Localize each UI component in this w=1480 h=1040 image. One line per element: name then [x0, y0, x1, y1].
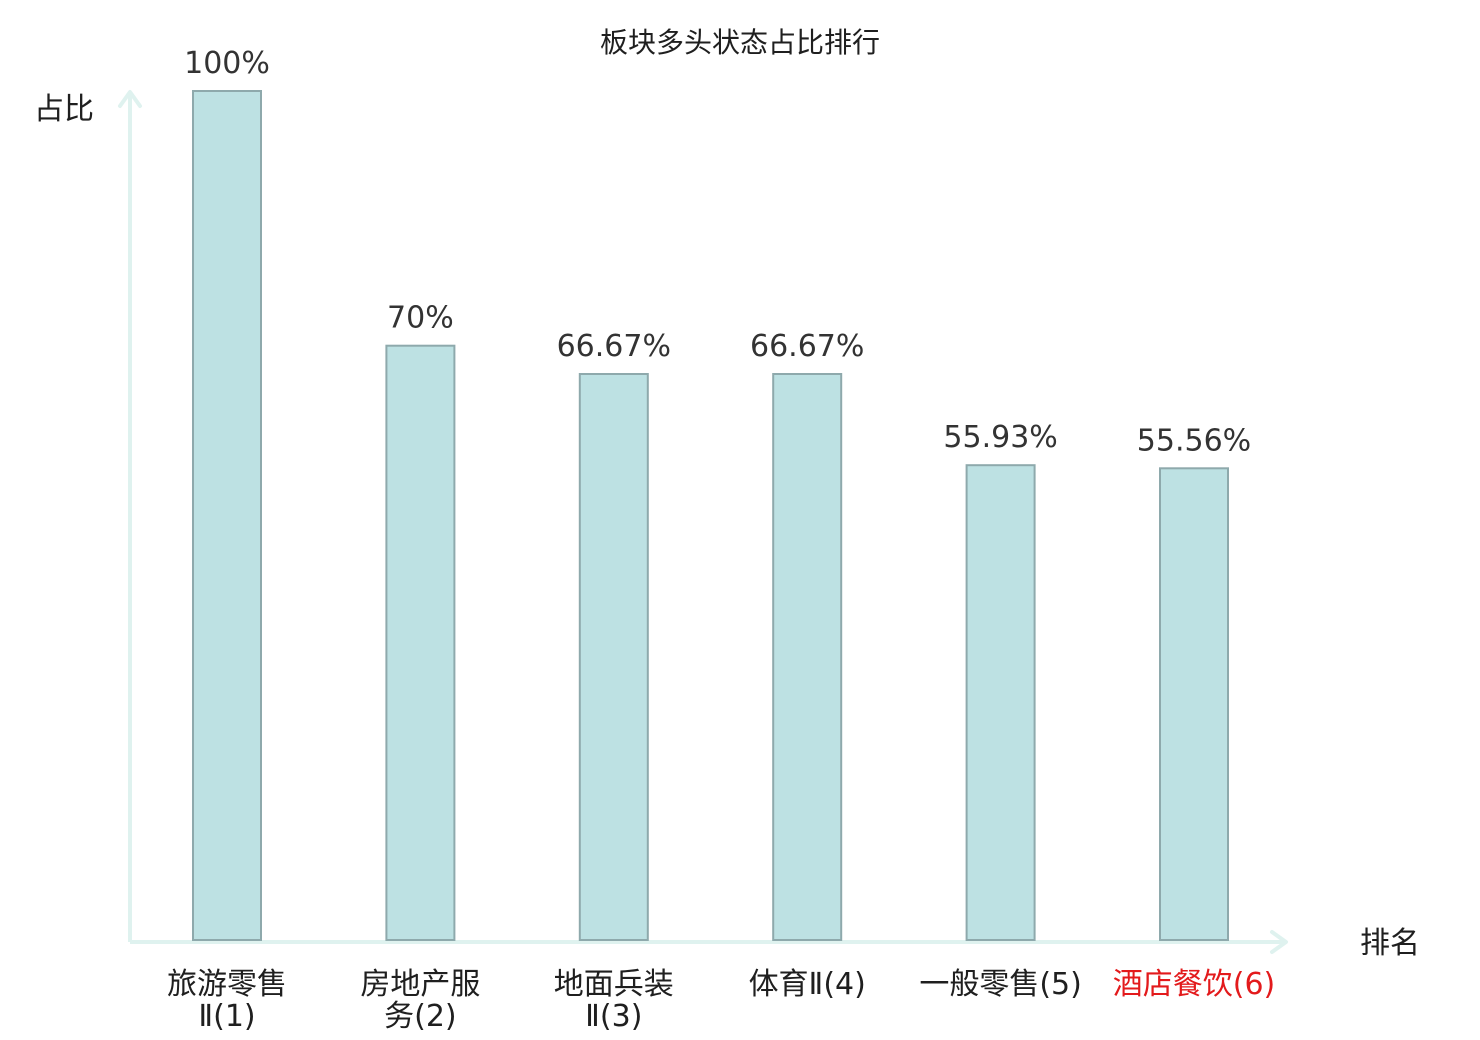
x-axis-arrow-icon [1270, 930, 1288, 954]
bar-6 [1159, 467, 1229, 941]
y-axis [118, 90, 142, 942]
x-tick-label-3: 地面兵装 Ⅱ(3) [554, 967, 674, 1034]
bar-value-label-6: 55.56% [1137, 423, 1251, 458]
x-tick-label-4: 体育Ⅱ(4) [749, 967, 866, 1002]
y-axis-label: 占比 [34, 92, 94, 127]
bar-value-label-1: 100% [184, 46, 270, 81]
value-labels: 100% 70% 66.67% 66.67% 55.93% 55.56% [184, 46, 1251, 458]
y-axis-arrow-icon [118, 90, 142, 108]
chart-title: 板块多头状态占比排行 [600, 26, 880, 59]
x-axis [130, 930, 1288, 954]
bars [192, 90, 1229, 941]
bar-2 [385, 344, 456, 941]
bar-4 [772, 373, 843, 941]
bar-value-label-4: 66.67% [750, 329, 864, 364]
bar-value-label-5: 55.93% [943, 420, 1057, 455]
bar-1 [192, 90, 262, 941]
bar-value-label-3: 66.67% [557, 329, 671, 364]
bar-3 [578, 373, 649, 941]
tick-labels: 旅游零售 Ⅱ(1) 房地产服务(2) 地面兵装 Ⅱ(3) 体育Ⅱ(4) 一般零售(5) 酒店餐… [167, 967, 1275, 1034]
x-tick-label-6: 酒店餐饮(6) [1113, 967, 1276, 1002]
x-tick-label-5: 一般零售(5) [919, 967, 1082, 1002]
bar-value-label-2: 70% [387, 301, 454, 336]
x-axis-label: 排名 [1360, 926, 1420, 961]
x-tick-label-1: 旅游零售 Ⅱ(1) [167, 967, 287, 1034]
bar-5 [965, 464, 1036, 941]
x-tick-label-2: 房地产服务(2) [360, 967, 480, 1034]
